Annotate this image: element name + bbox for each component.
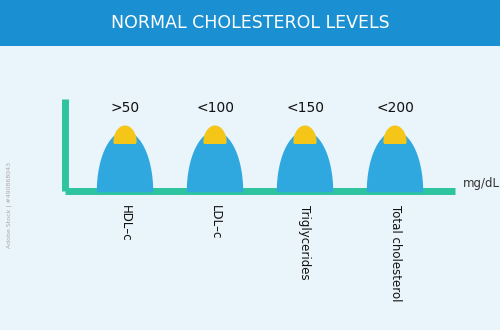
Text: LDL–c: LDL–c — [208, 205, 222, 239]
Polygon shape — [368, 132, 422, 191]
Polygon shape — [114, 126, 136, 143]
Text: Adobe Stock | #490868043: Adobe Stock | #490868043 — [6, 162, 12, 248]
Text: >50: >50 — [110, 102, 140, 116]
Polygon shape — [204, 126, 226, 143]
Text: Total cholesterol: Total cholesterol — [388, 205, 402, 301]
Polygon shape — [384, 126, 406, 143]
Text: NORMAL CHOLESTEROL LEVELS: NORMAL CHOLESTEROL LEVELS — [110, 14, 390, 32]
Text: Triglycerides: Triglycerides — [298, 205, 312, 279]
FancyBboxPatch shape — [0, 0, 500, 46]
Polygon shape — [188, 132, 242, 191]
Polygon shape — [278, 132, 332, 191]
Polygon shape — [98, 132, 152, 191]
Text: <150: <150 — [286, 102, 324, 116]
Text: <100: <100 — [196, 102, 234, 116]
Text: HDL–c: HDL–c — [118, 205, 132, 241]
FancyBboxPatch shape — [0, 46, 500, 330]
Polygon shape — [294, 126, 316, 143]
Text: mg/dL: mg/dL — [462, 177, 500, 190]
Text: <200: <200 — [376, 102, 414, 116]
